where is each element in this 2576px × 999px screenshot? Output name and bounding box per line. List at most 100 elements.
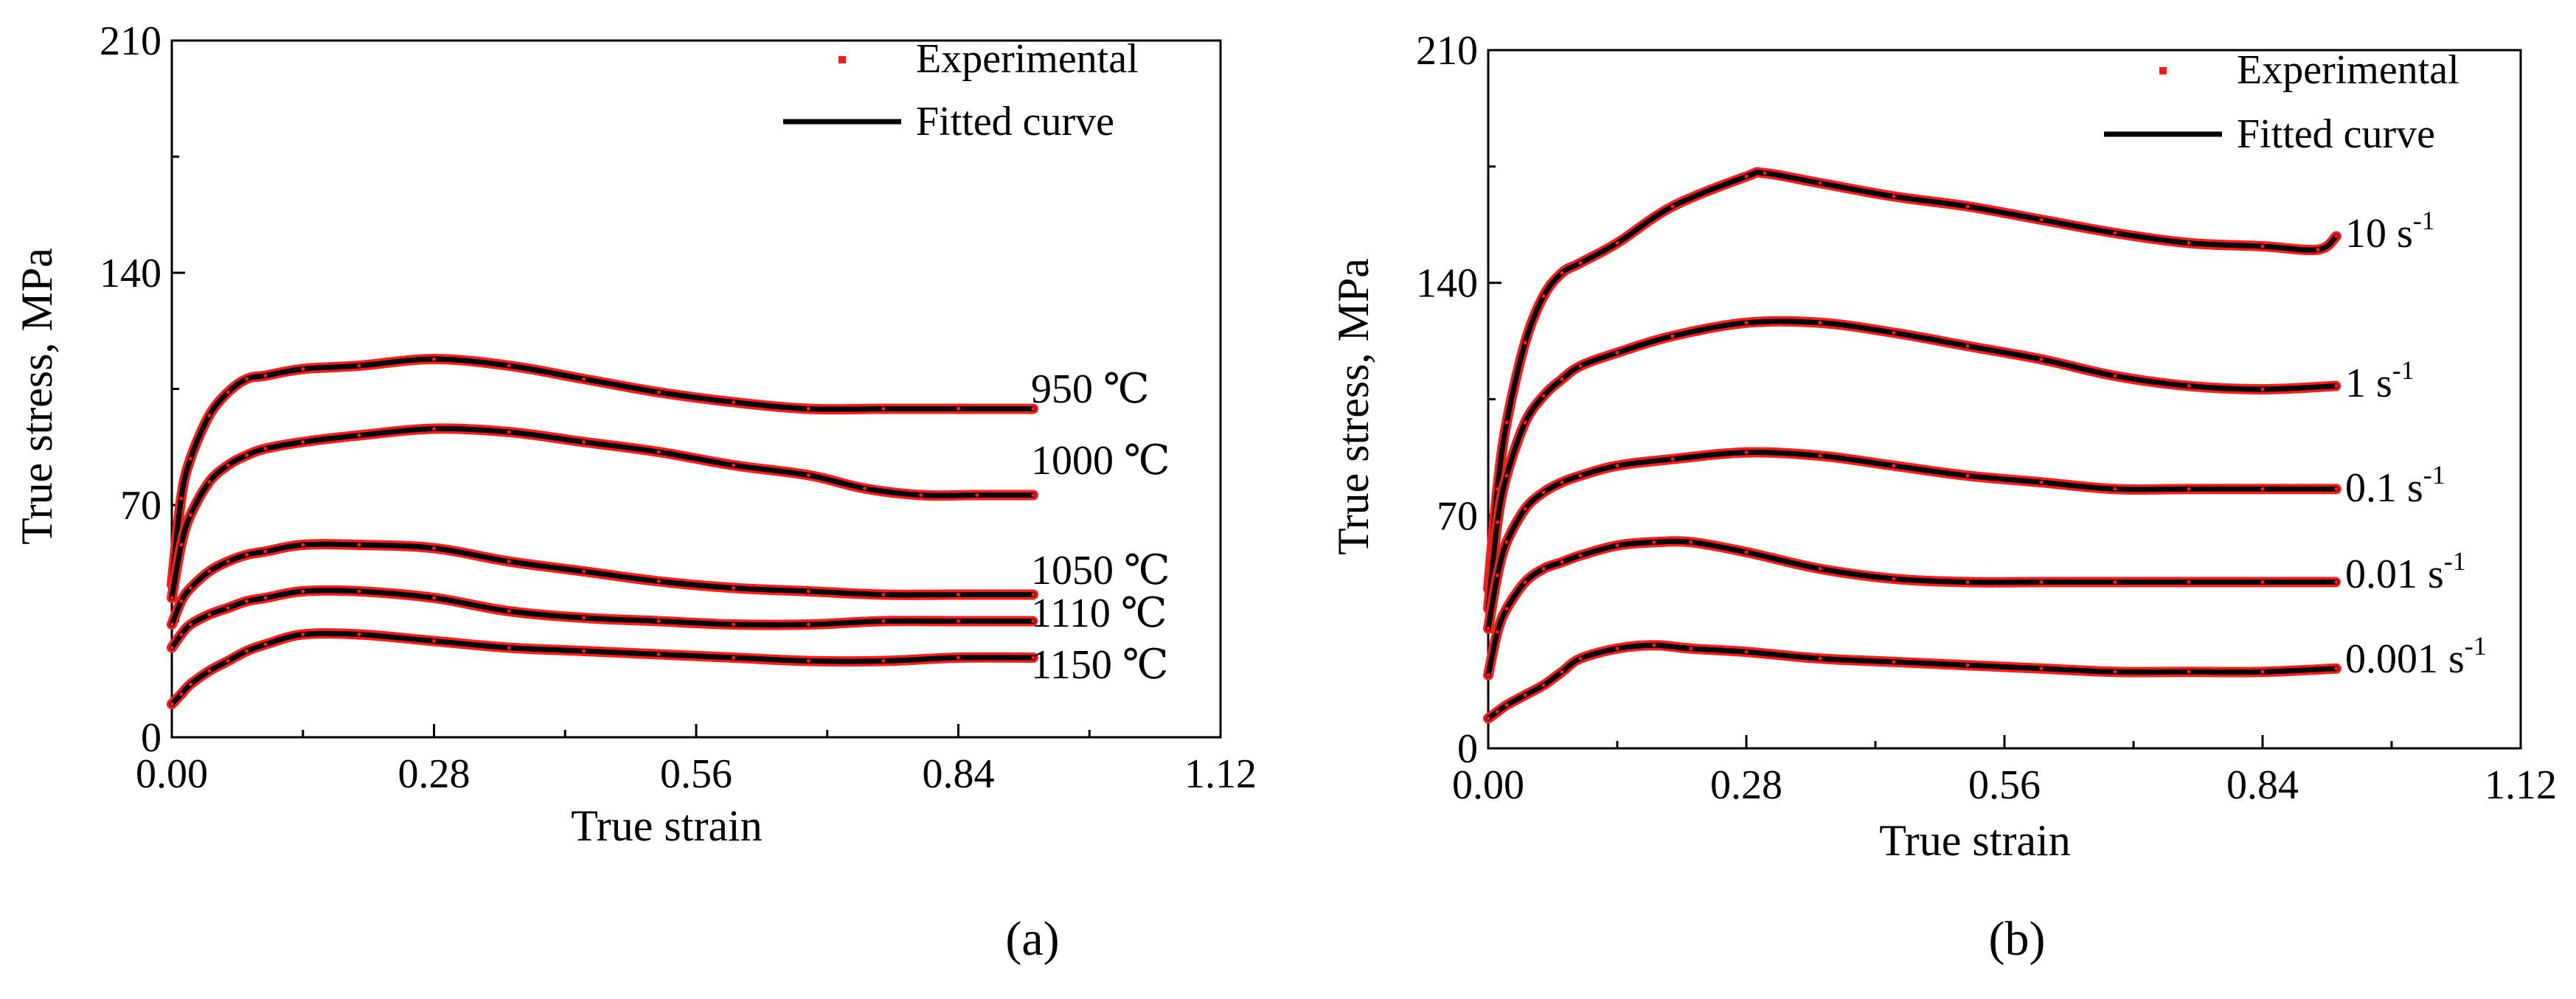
experimental-point: [1763, 171, 1767, 175]
experimental-point: [170, 622, 174, 627]
experimental-point: [957, 407, 960, 411]
experimental-point: [1504, 473, 1509, 478]
experimental-point: [863, 487, 867, 490]
experimental-point: [957, 619, 960, 623]
experimental-point: [1541, 566, 1546, 571]
experimental-point: [1496, 520, 1499, 524]
legend-fitted-label: Fitted curve: [916, 99, 1114, 145]
experimental-point: [179, 599, 184, 603]
experimental-point: [2187, 241, 2191, 246]
panel-label: (a): [1005, 912, 1059, 966]
series-label-exponent: -1: [2465, 631, 2487, 661]
y-axis-title: True stress, MPa: [13, 248, 61, 545]
experimental-point: [1965, 344, 1970, 348]
experimental-point: [207, 480, 212, 484]
experimental-point: [957, 593, 960, 596]
y-axis-title: True stress, MPa: [1329, 258, 1378, 555]
experimental-point: [1504, 703, 1509, 707]
fitted-series-line: [169, 541, 1036, 627]
experimental-point: [1578, 363, 1583, 368]
experimental-point: [1560, 669, 1564, 674]
fitted-series-line: [1485, 170, 2339, 591]
legend: Experimental Fitted curve: [2104, 47, 2459, 157]
series-label: 950 ℃: [1031, 366, 1150, 412]
experimental-point: [432, 639, 436, 643]
experimental-point: [881, 407, 886, 411]
fitted-series-line: [169, 588, 1036, 650]
experimental-point: [1504, 607, 1509, 611]
experimental-point: [226, 390, 230, 394]
experimental-point: [1818, 566, 1822, 571]
experimental-point: [1496, 709, 1499, 714]
experimental-point: [1652, 643, 1656, 647]
x-axis-title: True strain: [571, 801, 762, 850]
experimental-point: [732, 586, 736, 590]
experimental-point: [188, 513, 192, 517]
experimental-point: [507, 430, 511, 434]
experimental-point: [806, 589, 810, 594]
experimental-point: [1892, 660, 1896, 664]
x-axis-title: True strain: [1879, 816, 2070, 865]
experimental-point: [1523, 341, 1527, 345]
experimental-point: [656, 450, 661, 454]
experimental-point: [732, 463, 736, 467]
experimental-point: [1541, 394, 1546, 398]
experimental-point: [357, 633, 361, 636]
experimental-point: [507, 646, 511, 650]
x-tick-label: 0.28: [1710, 762, 1782, 808]
experimental-point: [2334, 234, 2339, 239]
experimental-point: [1523, 420, 1527, 425]
experimental-point: [1560, 377, 1564, 381]
y-tick-label: 210: [100, 18, 162, 64]
experimental-point: [1615, 350, 1619, 355]
experimental-point: [1031, 593, 1035, 596]
experimental-point: [1818, 321, 1822, 325]
experimental-point: [2334, 666, 2339, 671]
series-label: 1 s-1: [2345, 355, 2414, 406]
experimental-point: [1615, 543, 1619, 548]
experimental-point: [1578, 656, 1583, 661]
y-tick-label: 70: [1437, 493, 1478, 539]
experimental-point: [245, 599, 249, 603]
x-tick-label: 0.84: [2226, 762, 2299, 808]
fitted-series-line: [1485, 642, 2339, 721]
experimental-point: [656, 619, 661, 623]
experimental-point: [957, 655, 960, 660]
experimental-point: [1892, 464, 1896, 468]
experimental-point: [1031, 407, 1035, 411]
experimental-point: [263, 447, 268, 450]
series-label-exponent: -1: [2413, 206, 2435, 235]
experimental-point: [1965, 473, 1970, 478]
experimental-point: [2113, 374, 2117, 378]
fitted-series-line: [169, 356, 1036, 588]
experimental-point: [1523, 507, 1527, 511]
experimental-point: [881, 593, 886, 596]
legend-fitted-label: Fitted curve: [2237, 111, 2435, 157]
experimental-point: [226, 606, 230, 610]
experimental-point: [1523, 580, 1527, 585]
experimental-point: [170, 596, 174, 600]
experimental-point: [1496, 574, 1499, 578]
x-tick-label: 0.84: [923, 751, 995, 797]
experimental-point: [188, 456, 192, 461]
experimental-point: [2187, 383, 2191, 388]
experimental-point: [1541, 294, 1546, 299]
experimental-point: [357, 543, 361, 547]
experimental-point: [245, 553, 249, 557]
experimental-point: [507, 363, 511, 368]
experimental-point: [732, 400, 736, 404]
experimental-point: [357, 434, 361, 437]
experimental-point: [1670, 204, 1675, 209]
experimental-point: [881, 659, 886, 663]
experimental-point: [245, 649, 249, 653]
experimental-point: [1615, 464, 1619, 468]
series-label-base: 0.001 s: [2345, 636, 2465, 682]
experimental-point: [188, 586, 192, 590]
experimental-point: [1504, 540, 1509, 544]
experimental-point: [1818, 453, 1822, 458]
experimental-point: [2039, 580, 2044, 585]
experimental-point: [1486, 673, 1490, 678]
experimental-series-line: [167, 539, 1039, 630]
series-label: 1000 ℃: [1031, 438, 1170, 484]
